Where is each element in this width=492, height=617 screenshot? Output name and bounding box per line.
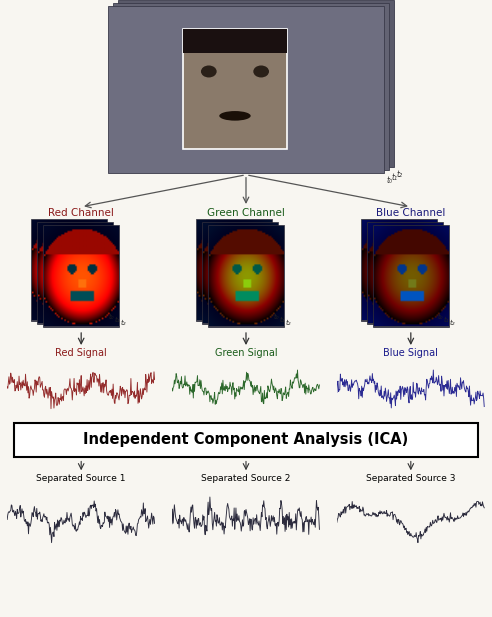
Text: t₀: t₀ xyxy=(387,176,393,184)
Text: t₂: t₂ xyxy=(397,170,403,179)
Bar xyxy=(361,219,437,321)
Text: t₂: t₂ xyxy=(285,320,291,326)
Text: Separated Source 3: Separated Source 3 xyxy=(366,474,456,482)
Bar xyxy=(183,30,287,54)
Bar xyxy=(208,225,284,327)
Bar xyxy=(14,423,478,457)
Text: Separated Source 1: Separated Source 1 xyxy=(36,474,126,482)
Text: t₂: t₂ xyxy=(121,320,126,326)
Ellipse shape xyxy=(201,65,216,78)
Bar xyxy=(43,225,120,327)
Text: Blue Channel: Blue Channel xyxy=(376,208,446,218)
Bar xyxy=(108,6,384,173)
Text: t₁: t₁ xyxy=(279,317,285,323)
Text: Red Signal: Red Signal xyxy=(55,348,107,358)
Bar xyxy=(113,3,389,170)
Text: t₀: t₀ xyxy=(273,314,278,320)
Text: Green Signal: Green Signal xyxy=(215,348,277,358)
Text: t₂: t₂ xyxy=(450,320,456,326)
Text: t₁: t₁ xyxy=(444,317,450,323)
Ellipse shape xyxy=(219,111,251,121)
Text: t₀: t₀ xyxy=(108,314,114,320)
Ellipse shape xyxy=(253,65,269,78)
Text: Blue Signal: Blue Signal xyxy=(383,348,438,358)
Text: Green Channel: Green Channel xyxy=(207,208,285,218)
Bar xyxy=(183,30,287,149)
Bar xyxy=(202,222,278,324)
Text: Red Channel: Red Channel xyxy=(48,208,114,218)
Bar xyxy=(118,0,394,167)
Text: Separated Source 2: Separated Source 2 xyxy=(201,474,291,482)
Bar xyxy=(196,219,272,321)
Bar xyxy=(37,222,113,324)
Bar xyxy=(367,222,443,324)
Bar xyxy=(372,225,449,327)
Text: t₀: t₀ xyxy=(438,314,443,320)
Text: Independent Component Analysis (ICA): Independent Component Analysis (ICA) xyxy=(83,432,409,447)
Text: t₁: t₁ xyxy=(392,173,398,182)
Bar xyxy=(31,219,107,321)
Text: t₁: t₁ xyxy=(114,317,120,323)
